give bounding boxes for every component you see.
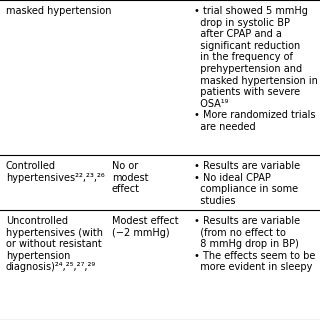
Text: Uncontrolled
hypertensives (with
or without resistant
hypertension
diagnosis)²⁴,: Uncontrolled hypertensives (with or with… xyxy=(6,216,103,272)
Text: masked hypertension: masked hypertension xyxy=(6,6,111,16)
Text: • trial showed 5 mmHg
  drop in systolic BP
  after CPAP and a
  significant red: • trial showed 5 mmHg drop in systolic B… xyxy=(194,6,318,132)
Text: • Results are variable
• No ideal CPAP
  compliance in some
  studies: • Results are variable • No ideal CPAP c… xyxy=(194,161,300,206)
Text: Modest effect
(−2 mmHg): Modest effect (−2 mmHg) xyxy=(112,216,179,237)
Text: No or
modest
effect: No or modest effect xyxy=(112,161,148,194)
Text: • Results are variable
  (from no effect to
  8 mmHg drop in BP)
• The effects s: • Results are variable (from no effect t… xyxy=(194,216,316,272)
Text: Controlled
hypertensives²²,²³,²⁶: Controlled hypertensives²²,²³,²⁶ xyxy=(6,161,105,183)
